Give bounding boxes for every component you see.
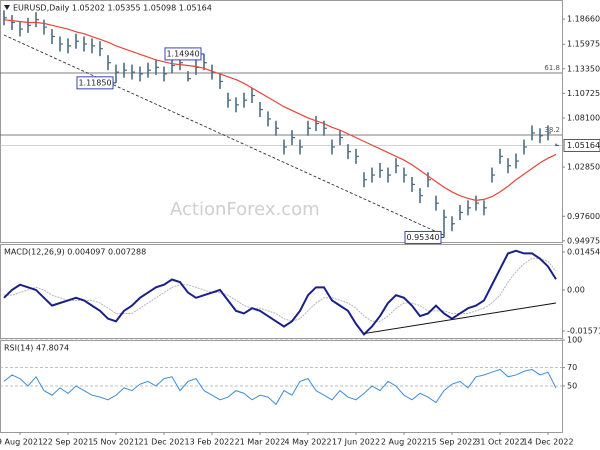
fib-label: 61.8 [544, 64, 560, 72]
y-tick-label: -0.015712 [567, 326, 600, 335]
macd-title: MACD(12,26,9) 0.004097 0.007288 [4, 248, 146, 257]
y-tick-label: 1.18660 [567, 15, 600, 24]
x-tick-label: 17 Jun 2022 [332, 438, 380, 447]
annotation-label: 0.95340 [406, 233, 439, 242]
y-tick-label: 0.00 [567, 285, 585, 294]
y-tick-label: 0.014549 [567, 247, 600, 256]
x-tick-label: 31 Oct 2022 [475, 438, 524, 447]
x-tick-label: 22 Sep 2021 [43, 438, 94, 447]
rsi-line [3, 368, 557, 406]
x-tick-label: 5 Nov 2021 [93, 438, 139, 447]
annotation-box [404, 230, 442, 244]
annotation-label: 1.11850 [78, 78, 111, 87]
price-panel [0, 0, 563, 243]
fib-label: 38.2 [544, 126, 560, 134]
rsi-title: RSI(14) 47.8074 [4, 344, 69, 353]
annotation-label: 1.14940 [166, 49, 199, 58]
y-tick-label: 0.94975 [567, 236, 600, 245]
x-tick-label: 4 May 2022 [284, 438, 331, 447]
y-tick-label: 1.13350 [567, 64, 600, 73]
rsi-panel [0, 340, 563, 433]
y-tick-label: 1.15975 [567, 40, 600, 49]
x-tick-label: 14 Dec 2022 [522, 438, 573, 447]
x-tick-label: 9 Aug 2021 [0, 438, 43, 447]
annotation-box [164, 47, 202, 61]
macd-trendline [363, 302, 557, 335]
moving-average [3, 19, 557, 201]
last-price-box [563, 139, 600, 152]
y-tick-label: 100 [567, 336, 582, 345]
y-tick-label: 0.97600 [567, 212, 600, 221]
signal-line [4, 258, 557, 322]
x-tick-label: 21 Mar 2022 [235, 438, 286, 447]
x-tick-label: 15 Sep 2022 [427, 438, 478, 447]
y-tick-label: 1.10725 [567, 89, 600, 98]
last-price-label: 1.05164 [567, 141, 600, 150]
y-tick-label: 70 [567, 363, 577, 372]
x-tick-label: 3 Feb 2022 [190, 438, 235, 447]
chart-title: EURUSD,Daily 1.05202 1.05355 1.05098 1.0… [13, 4, 212, 13]
title-marker [4, 5, 10, 10]
y-tick-label: 50 [567, 382, 577, 391]
annotation-box [76, 76, 114, 90]
trendline [3, 34, 445, 236]
x-tick-label: 2 Aug 2022 [381, 438, 427, 447]
y-tick-label: 1.08100 [567, 113, 600, 122]
y-tick-label: 1.02850 [567, 163, 600, 172]
x-tick-label: 21 Dec 2021 [138, 438, 189, 447]
macd-panel [0, 244, 563, 339]
watermark: ActionForex.com [170, 199, 320, 220]
macd-line [3, 249, 557, 336]
